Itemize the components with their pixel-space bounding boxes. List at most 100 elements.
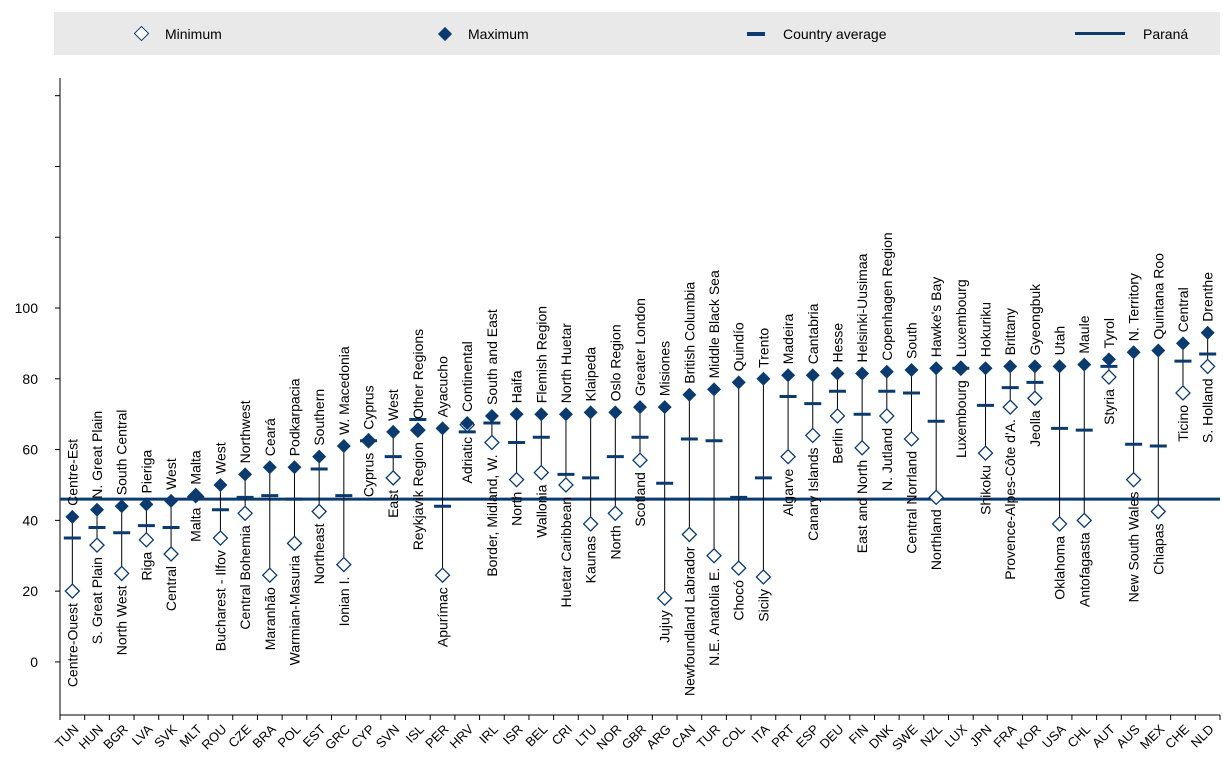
min-region-label: Provence-Alpes-Côte d'A.: [1002, 419, 1018, 580]
max-region-label: Trento: [755, 328, 771, 368]
minimum-marker: [854, 439, 871, 456]
max-region-label: N. Great Plain: [89, 411, 105, 499]
x-tick-label: USA: [1039, 721, 1069, 751]
minimum-marker: [755, 569, 772, 585]
x-tick-label: HUN: [76, 722, 107, 753]
max-region-label: Malta: [188, 450, 204, 484]
minimum-marker: [237, 505, 254, 522]
max-region-label: Hokuriku: [978, 302, 994, 357]
maximum-marker: [756, 371, 771, 386]
x-tick-label: BGR: [100, 722, 131, 753]
max-region-label: West: [385, 389, 401, 421]
min-region-label: Antofagasta: [1076, 532, 1092, 607]
x-tick-label: CHL: [1064, 722, 1093, 751]
x-tick-label: LVA: [129, 721, 156, 748]
maximum-marker: [1101, 352, 1116, 367]
min-region-label: Scotland: [632, 472, 648, 526]
max-region-label: Hesse: [829, 323, 845, 363]
max-region-label: Central: [1175, 287, 1191, 332]
maximum-marker: [633, 400, 647, 415]
x-tick-label: SVN: [373, 722, 403, 752]
max-region-label: West: [212, 442, 228, 474]
minimum-marker: [928, 489, 945, 506]
x-tick-label: DNK: [866, 721, 896, 751]
x-tick-label: MLT: [177, 721, 205, 749]
y-tick-label: 100: [15, 300, 39, 316]
x-tick-label: BRA: [249, 721, 279, 751]
min-region-label: Ionian I.: [336, 577, 352, 627]
minimum-marker: [212, 530, 229, 546]
minimum-marker: [656, 590, 673, 607]
min-region-label: Kaunas: [583, 536, 599, 583]
min-region-label: New South Wales: [1126, 492, 1142, 603]
x-tick-label: NOR: [593, 722, 624, 753]
y-tick-label: 80: [22, 371, 38, 387]
maximum-marker: [1200, 325, 1215, 340]
maximum-marker: [731, 375, 746, 390]
max-region-label: Oslo Region: [607, 324, 623, 401]
minimum-marker: [804, 427, 821, 444]
min-region-label: Algarve: [780, 468, 796, 516]
x-tick-label: NLD: [1188, 722, 1217, 751]
minimum-marker: [1150, 503, 1167, 520]
min-region-label: Berlin: [829, 428, 845, 464]
minimum-marker: [1125, 471, 1142, 488]
min-region-label: Luxembourg: [953, 380, 969, 458]
max-region-label: Quintana Roo: [1150, 253, 1166, 340]
max-region-label: Brittany: [1002, 308, 1018, 355]
minimum-marker: [780, 448, 797, 465]
x-tick-label: SVK: [151, 721, 180, 750]
minimum-marker: [706, 547, 722, 564]
legend-label-minimum: Minimum: [165, 25, 222, 42]
minimum-marker: [632, 452, 648, 469]
minimum-marker: [163, 546, 179, 562]
maximum-marker: [682, 387, 697, 402]
max-region-label: Maule: [1076, 315, 1092, 353]
minimum-marker: [1026, 390, 1043, 407]
x-tick-label: CYP: [348, 722, 378, 752]
minimum-marker: [1076, 512, 1093, 529]
max-region-label: Copenhagen Region: [879, 232, 895, 360]
y-tick-label: 60: [22, 442, 38, 458]
maximum-marker: [435, 421, 450, 436]
max-region-label: Misiones: [657, 341, 673, 396]
maximum-marker: [583, 405, 598, 420]
x-tick-label: AUT: [1089, 721, 1118, 750]
min-region-label: North: [607, 525, 623, 559]
min-region-label: Central Bohemia: [237, 525, 253, 629]
legend-item-maximum: Maximum: [437, 12, 529, 55]
legend-item-country-average: Country average: [747, 12, 887, 55]
max-region-label: Utah: [1052, 326, 1068, 356]
maximum-marker: [879, 364, 894, 379]
maximum-marker: [386, 424, 401, 439]
maximum-marker: [855, 366, 870, 381]
maximum-marker: [558, 407, 573, 422]
min-region-label: Canary Islands: [805, 447, 821, 540]
x-tick-label: ITA: [748, 721, 772, 745]
maximum-marker: [707, 382, 722, 397]
maximum-marker: [238, 467, 253, 482]
max-region-label: West: [163, 458, 179, 490]
x-tick-label: IRL: [476, 722, 501, 747]
max-region-label: Southern: [311, 389, 327, 446]
min-region-label: Apurímac: [435, 587, 451, 647]
min-region-label: Northeast: [311, 523, 327, 584]
x-tick-label: ESP: [793, 722, 822, 751]
max-region-label: Tyrol: [1101, 318, 1117, 348]
minimum-marker: [89, 537, 105, 554]
minimum-marker: [1175, 385, 1191, 401]
minimum-marker: [558, 477, 574, 493]
max-region-label: Hawke's Bay: [928, 277, 944, 357]
min-region-label: Bucharest - Ilfov: [212, 550, 228, 651]
min-region-label: North: [509, 492, 525, 526]
max-region-label: Klaipeda: [583, 347, 599, 402]
legend-label-country-average: Country average: [783, 25, 887, 42]
minimum-marker: [607, 505, 624, 522]
min-region-label: Newfoundland Labrador: [681, 546, 697, 696]
min-region-label: Riga: [138, 552, 154, 581]
maximum-marker: [90, 502, 105, 517]
min-region-label: Northland: [928, 509, 944, 570]
legend: Minimum Maximum Country average Paraná: [54, 12, 1220, 55]
max-region-label: South Central: [114, 410, 130, 496]
